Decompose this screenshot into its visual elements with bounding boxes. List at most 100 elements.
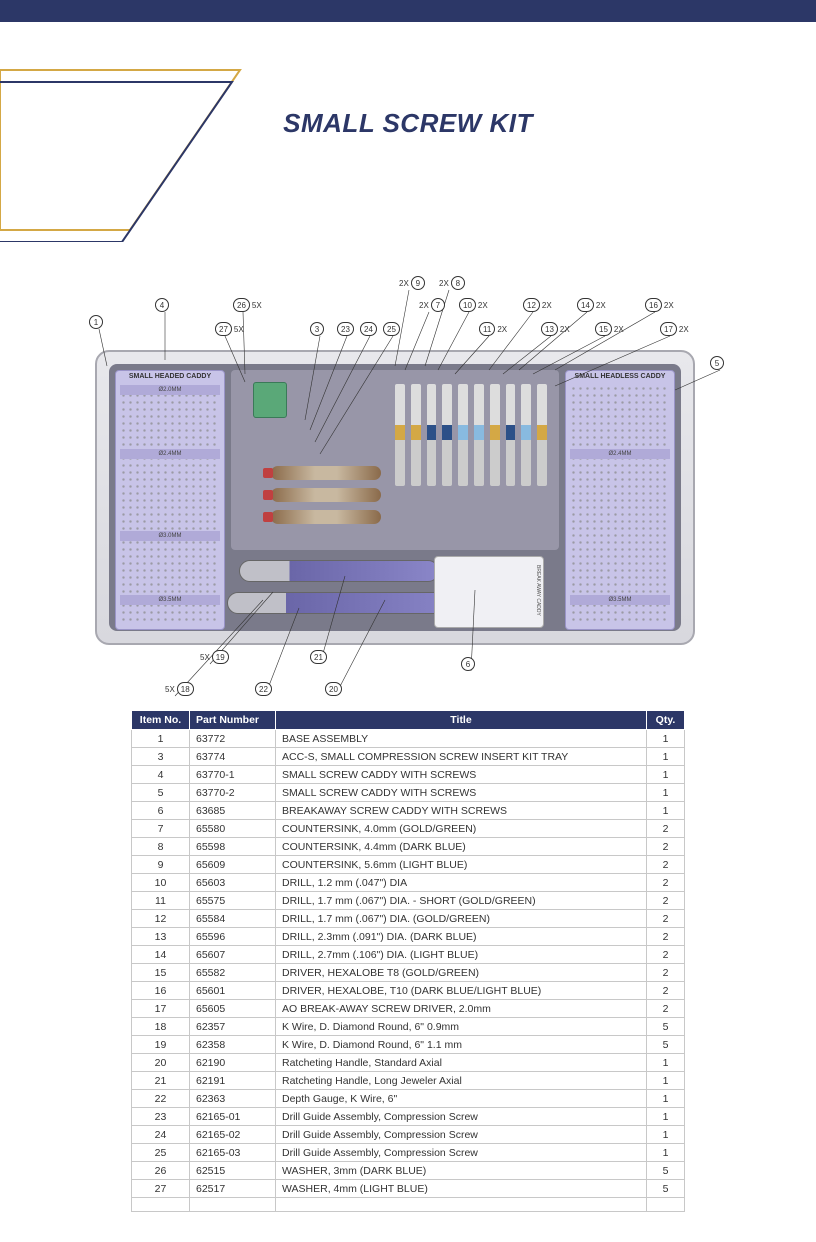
- callout-bubble: 6: [461, 657, 475, 671]
- callout: 142X: [577, 298, 606, 312]
- cell-title: DRILL, 1.7 mm (.067") DIA. - SHORT (GOLD…: [276, 892, 647, 910]
- drill: [458, 384, 468, 486]
- cell-part: 62517: [190, 1180, 276, 1198]
- cell-qty: 1: [647, 730, 685, 748]
- table-row: 2462165-02Drill Guide Assembly, Compress…: [132, 1126, 685, 1144]
- cell-item: 27: [132, 1180, 190, 1198]
- table-row: 1465607DRILL, 2.7mm (.106") DIA. (LIGHT …: [132, 946, 685, 964]
- cell-qty: 1: [647, 1090, 685, 1108]
- table-header-row: Item No. Part Number Title Qty.: [132, 711, 685, 730]
- callout-qty: 2X: [664, 301, 674, 310]
- cell-title: Drill Guide Assembly, Compression Screw: [276, 1144, 647, 1162]
- cell-qty: 1: [647, 1108, 685, 1126]
- callout: 2X7: [419, 298, 445, 312]
- page-title: SMALL SCREW KIT: [0, 108, 816, 139]
- drill: [474, 384, 484, 486]
- cell-title: Drill Guide Assembly, Compression Screw: [276, 1126, 647, 1144]
- callout: 5X18: [165, 682, 194, 696]
- table-row: 1862357K Wire, D. Diamond Round, 6" 0.9m…: [132, 1018, 685, 1036]
- tray: SMALL HEADED CADDY Ø2.0MM Ø2.4MM Ø3.0MM …: [95, 350, 695, 645]
- cell-item: 22: [132, 1090, 190, 1108]
- cell-title: AO BREAK-AWAY SCREW DRIVER, 2.0mm: [276, 1000, 647, 1018]
- cell-qty: 2: [647, 856, 685, 874]
- cell-title: SMALL SCREW CADDY WITH SCREWS: [276, 766, 647, 784]
- callout-qty: 2X: [478, 301, 488, 310]
- callout: 5: [710, 356, 724, 370]
- cell-title: Depth Gauge, K Wire, 6": [276, 1090, 647, 1108]
- right-caddy-label: SMALL HEADLESS CADDY: [566, 371, 674, 382]
- callout: 22: [255, 682, 272, 696]
- drill: [411, 384, 421, 486]
- callout: 275X: [215, 322, 244, 336]
- cell-part: 65598: [190, 838, 276, 856]
- cell-qty: 5: [647, 1180, 685, 1198]
- callout-qty: 2X: [497, 325, 507, 334]
- callout-bubble: 3: [310, 322, 324, 336]
- callout-bubble: 21: [310, 650, 327, 664]
- callout: 102X: [459, 298, 488, 312]
- callout-qty: 2X: [596, 301, 606, 310]
- center-plate: [231, 370, 559, 550]
- cell-part: 65596: [190, 928, 276, 946]
- left-caddy: SMALL HEADED CADDY Ø2.0MM Ø2.4MM Ø3.0MM …: [115, 370, 225, 630]
- cell-qty: 5: [647, 1162, 685, 1180]
- parts-table: Item No. Part Number Title Qty. 163772BA…: [131, 710, 685, 1212]
- cell-part: 63770-1: [190, 766, 276, 784]
- washer-block: [253, 382, 287, 418]
- cell-part: 62165-01: [190, 1108, 276, 1126]
- col-title: Title: [276, 711, 647, 730]
- table-row: 865598COUNTERSINK, 4.4mm (DARK BLUE)2: [132, 838, 685, 856]
- drill: [490, 384, 500, 486]
- caddy-holes: [120, 385, 220, 625]
- cell-item: 15: [132, 964, 190, 982]
- cell-title: DRIVER, HEXALOBE, T10 (DARK BLUE/LIGHT B…: [276, 982, 647, 1000]
- cell-title: BREAKAWAY SCREW CADDY WITH SCREWS: [276, 802, 647, 820]
- cell-item: 4: [132, 766, 190, 784]
- cell-item: 16: [132, 982, 190, 1000]
- cell-part: 62515: [190, 1162, 276, 1180]
- table-row: 463770-1SMALL SCREW CADDY WITH SCREWS1: [132, 766, 685, 784]
- table-row: 2662515WASHER, 3mm (DARK BLUE)5: [132, 1162, 685, 1180]
- cell-part: 62165-03: [190, 1144, 276, 1162]
- cell-title: DRILL, 1.7 mm (.067") DIA. (GOLD/GREEN): [276, 910, 647, 928]
- table-row: 2362165-01Drill Guide Assembly, Compress…: [132, 1108, 685, 1126]
- callout: 21: [310, 650, 327, 664]
- col-part: Part Number: [190, 711, 276, 730]
- cell-qty: 2: [647, 1000, 685, 1018]
- cell-title: DRIVER, HEXALOBE T8 (GOLD/GREEN): [276, 964, 647, 982]
- cell-item: 19: [132, 1036, 190, 1054]
- callout: 23: [337, 322, 354, 336]
- callout: 25: [383, 322, 400, 336]
- col-qty: Qty.: [647, 711, 685, 730]
- cell-title: Ratcheting Handle, Standard Axial: [276, 1054, 647, 1072]
- cell-title: BASE ASSEMBLY: [276, 730, 647, 748]
- table-row: 163772BASE ASSEMBLY1: [132, 730, 685, 748]
- cell-item: 18: [132, 1018, 190, 1036]
- cell-title: COUNTERSINK, 4.4mm (DARK BLUE): [276, 838, 647, 856]
- drill: [537, 384, 547, 486]
- cell-item: 9: [132, 856, 190, 874]
- cell-title: K Wire, D. Diamond Round, 6" 1.1 mm: [276, 1036, 647, 1054]
- cell-part: 65603: [190, 874, 276, 892]
- caddy-band: Ø2.4MM: [120, 449, 220, 459]
- drill-guide: [271, 466, 381, 480]
- table-row: 563770-2SMALL SCREW CADDY WITH SCREWS1: [132, 784, 685, 802]
- cell-item: 11: [132, 892, 190, 910]
- cell-part: 65605: [190, 1000, 276, 1018]
- callout-bubble: 18: [177, 682, 194, 696]
- cell-title: DRILL, 2.3mm (.091") DIA. (DARK BLUE): [276, 928, 647, 946]
- callout-bubble: 1: [89, 315, 103, 329]
- cell-qty: 1: [647, 766, 685, 784]
- callout-qty: 2X: [542, 301, 552, 310]
- cell-qty: 5: [647, 1036, 685, 1054]
- callout: 132X: [541, 322, 570, 336]
- cell-qty: 2: [647, 964, 685, 982]
- callout: 122X: [523, 298, 552, 312]
- cell-part: 65584: [190, 910, 276, 928]
- cell-title: SMALL SCREW CADDY WITH SCREWS: [276, 784, 647, 802]
- callout-qty: 2X: [560, 325, 570, 334]
- drill: [442, 384, 452, 486]
- callout-bubble: 4: [155, 298, 169, 312]
- cell-part: 62358: [190, 1036, 276, 1054]
- callout-bubble: 12: [523, 298, 540, 312]
